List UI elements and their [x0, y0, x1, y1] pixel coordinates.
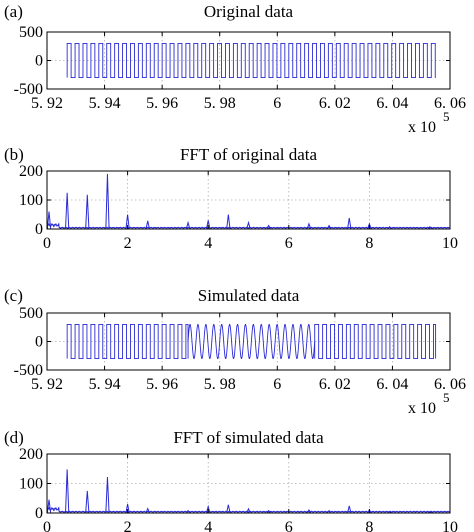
panel-a: (a) Original data 5. 92 5. 94 5. 96 5. 98 6 6. … — [4, 2, 466, 136]
y-tick-label: -500 — [14, 81, 43, 98]
y-tick-label: 100 — [19, 476, 43, 493]
x-tick-label: 8 — [365, 519, 373, 532]
fft-peak — [226, 214, 231, 229]
fft-peak — [206, 504, 211, 513]
fft-peak — [367, 222, 372, 229]
x-tick-label: 5. 96 — [146, 376, 178, 393]
fft-peak — [327, 224, 332, 229]
fft-peak — [186, 509, 191, 513]
fft-peak — [206, 220, 211, 229]
x-tick-label: 6 — [273, 95, 281, 112]
x-multiplier: x 10 — [408, 400, 436, 417]
x-multiplier-exponent: 5 — [443, 109, 450, 124]
x-tick-label: 10 — [442, 235, 458, 252]
signal-segment-square — [66, 42, 436, 79]
x-tick-label: 10 — [442, 519, 458, 532]
x-tick-label: 5. 92 — [31, 95, 63, 112]
x-tick-label: 5. 94 — [89, 95, 121, 112]
chart-title: Original data — [204, 2, 294, 21]
x-tick-label: 6. 06 — [434, 95, 466, 112]
fft-peak — [347, 505, 352, 513]
panel-label: (a) — [4, 2, 23, 21]
panel-label: (c) — [4, 286, 23, 305]
x-tick-label: 2 — [124, 519, 132, 532]
fft-baseline — [46, 505, 451, 514]
fft-peak — [246, 220, 251, 229]
fft-peak — [387, 225, 392, 229]
fft-peak — [185, 220, 191, 229]
y-tick-label: 200 — [19, 446, 43, 463]
fft-peak — [387, 510, 392, 513]
x-tick-label: 6. 06 — [434, 376, 466, 393]
fft-peak — [347, 217, 352, 229]
fft-peak — [105, 173, 110, 229]
x-tick-label: 8 — [365, 235, 373, 252]
x-tick-label: 6 — [273, 376, 281, 393]
fft-peak — [65, 469, 70, 513]
signal-segment-square — [66, 323, 189, 360]
fft-peak — [266, 224, 271, 229]
x-tick-label: 6. 02 — [319, 95, 351, 112]
fft-peak — [226, 504, 231, 513]
fft-peak — [85, 194, 90, 229]
y-tick-label: 200 — [19, 163, 43, 180]
fft-peak — [105, 476, 110, 513]
fft-peak — [306, 509, 311, 513]
x-tick-label: 5. 94 — [89, 376, 121, 393]
fft-peak — [85, 490, 90, 513]
fft-peak — [427, 225, 432, 229]
x-tick-label: 0 — [43, 519, 51, 532]
x-tick-label: 6. 04 — [376, 95, 408, 112]
x-tick-label: 6 — [285, 235, 293, 252]
x-tick-label: 4 — [204, 235, 212, 252]
x-tick-label: 5. 92 — [31, 376, 63, 393]
x-tick-label: 5. 98 — [204, 95, 236, 112]
fft-peak — [125, 504, 130, 513]
x-tick-label: 4 — [204, 519, 212, 532]
fft-peak — [428, 511, 432, 513]
fft-peak — [266, 509, 271, 513]
x-tick-label: 6. 04 — [376, 376, 408, 393]
panel-c: (c) Simulated data 5. 92 5. 94 5. 96 5. 98 6 6.… — [4, 286, 466, 417]
y-tick-label: -500 — [14, 362, 43, 379]
y-tick-label: 0 — [35, 334, 43, 351]
fft-peak — [246, 507, 251, 513]
x-tick-label: 2 — [124, 235, 132, 252]
fft-peak — [145, 220, 150, 229]
x-multiplier: x 10 — [408, 119, 436, 136]
y-tick-label: 0 — [35, 505, 43, 522]
x-multiplier-exponent: 5 — [443, 390, 450, 405]
signal-segment-square — [314, 323, 437, 360]
fft-peak — [46, 211, 52, 229]
signal-segment-sine — [187, 323, 316, 360]
x-tick-label: 6. 02 — [319, 376, 351, 393]
x-tick-label: 5. 96 — [146, 95, 178, 112]
fft-baseline — [46, 221, 451, 230]
fft-peak — [125, 214, 130, 229]
chart-title: FFT of original data — [180, 145, 318, 164]
y-tick-label: 0 — [35, 53, 43, 70]
y-tick-label: 100 — [19, 192, 43, 209]
chart-title: FFT of simulated data — [173, 428, 324, 447]
x-tick-label: 5. 98 — [204, 376, 236, 393]
x-tick-label: 0 — [43, 235, 51, 252]
y-tick-label: 500 — [19, 305, 43, 322]
fft-peak — [46, 499, 52, 513]
fft-peak — [327, 509, 332, 513]
y-tick-label: 500 — [19, 24, 43, 41]
x-tick-label: 6 — [285, 519, 293, 532]
chart-title: Simulated data — [198, 286, 300, 305]
fft-peak — [65, 192, 70, 229]
fft-peak — [145, 507, 150, 513]
y-tick-label: 0 — [35, 221, 43, 238]
fft-peak — [306, 222, 312, 229]
panel-label: (d) — [4, 428, 24, 447]
panel-label: (b) — [4, 145, 24, 164]
